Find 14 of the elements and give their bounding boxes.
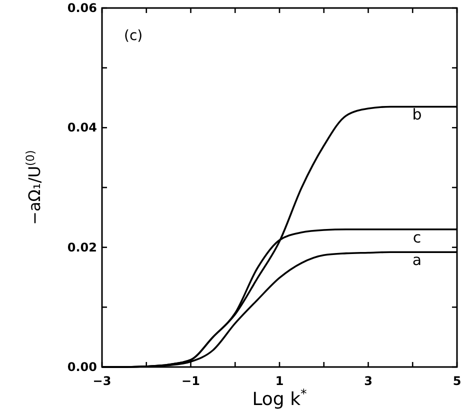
- y-tick-label: 0.00: [67, 360, 97, 374]
- x-tick-label: 5: [452, 374, 462, 388]
- y-tick-label: 0.02: [67, 240, 97, 254]
- x-axis-title: Log k$^{*}$: [252, 386, 307, 410]
- legend-label: c: [412, 228, 422, 246]
- x-tick-label: 3: [364, 374, 372, 388]
- y-tick-label: 0.06: [67, 1, 97, 15]
- y-tick-label: 0.04: [67, 120, 97, 135]
- x-tick-label: −3: [92, 374, 112, 388]
- series-label: a: [412, 251, 422, 270]
- x-tick-label: 1: [275, 374, 284, 388]
- x-tick-label: −1: [182, 374, 200, 388]
- annotation: (c): [124, 28, 143, 44]
- series-label: b: [412, 106, 422, 124]
